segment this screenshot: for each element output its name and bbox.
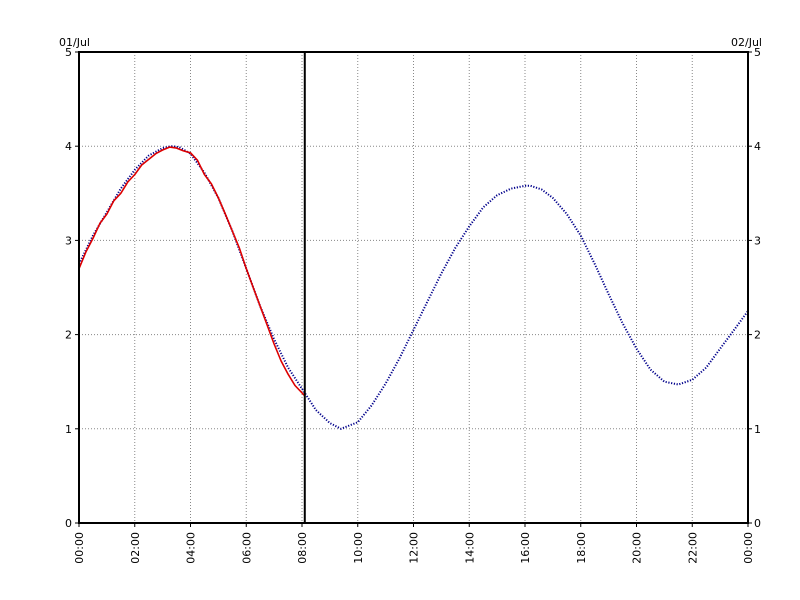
x-tick-label: 02:00 [129,532,142,564]
left-y-tick-label: 4 [65,140,72,153]
left-y-tick-label: 2 [65,329,72,342]
x-tick-label: 16:00 [519,532,532,564]
x-tick-label: 00:00 [742,532,755,564]
left-y-tick-label: 1 [65,423,72,436]
x-tick-label: 20:00 [631,532,644,564]
plot-frame [79,52,748,523]
start-date-label: 01/Jul [59,36,90,49]
right-y-tick-label: 3 [754,234,761,247]
x-tick-label: 10:00 [352,532,365,564]
grid-layer [79,52,748,523]
x-tick-label: 06:00 [240,532,253,564]
left-y-tick-label: 0 [65,517,72,530]
left-y-tick-label: 3 [65,234,72,247]
right-y-tick-label: 0 [754,517,761,530]
frame-layer [79,52,748,523]
x-axis: 00:00 02:00 04:00 06:00 08:00 10:00 12:00 14:00… [73,523,755,564]
x-tick-label: 22:00 [686,532,699,564]
x-tick-label: 00:00 [73,532,86,564]
x-tick-label: 04:00 [185,532,198,564]
x-tick-label: 18:00 [575,532,588,564]
right-y-tick-label: 1 [754,423,761,436]
right-y-tick-label: 2 [754,329,761,342]
x-tick-label: 14:00 [463,532,476,564]
series-line-1 [79,147,305,396]
x-tick-label: 08:00 [296,532,309,564]
series-line-0 [79,146,748,429]
end-date-label: 02/Jul [731,36,762,49]
right-y-tick-label: 4 [754,140,761,153]
series-layer [79,146,748,429]
x-tick-label: 12:00 [408,532,421,564]
